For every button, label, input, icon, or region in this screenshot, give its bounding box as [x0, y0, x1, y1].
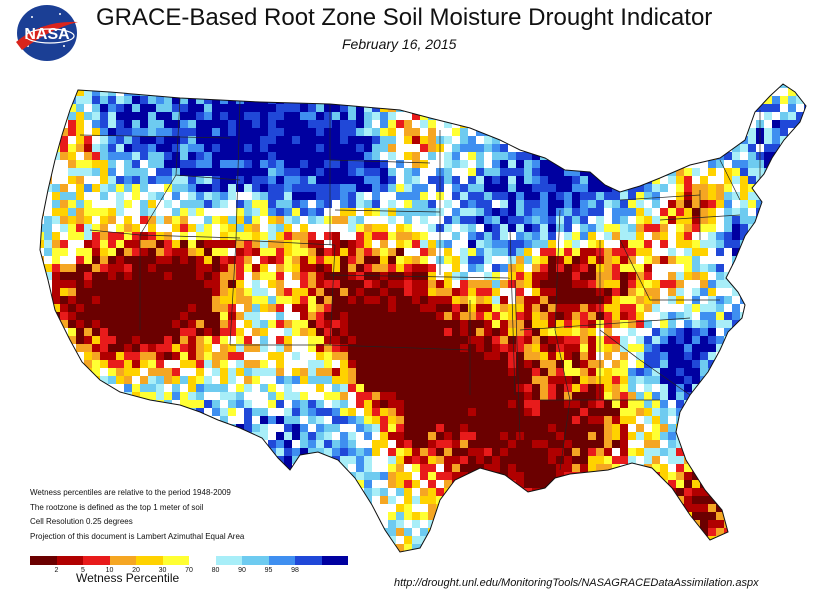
legend-tick-label: 2	[54, 567, 59, 574]
legend-swatch	[109, 556, 136, 565]
legend-color-bar	[30, 556, 348, 565]
legend: 2 5 10 20 30 70 80 90 95 98	[30, 556, 348, 577]
legend-swatch	[268, 556, 295, 565]
legend-swatch	[83, 556, 110, 565]
legend-swatch	[56, 556, 83, 565]
note-rootzone: The rootzone is defined as the top 1 met…	[30, 502, 204, 512]
legend-swatch	[136, 556, 163, 565]
nasa-logo: NASA	[12, 2, 82, 64]
legend-swatch	[30, 556, 57, 565]
legend-swatch	[242, 556, 269, 565]
note-period: Wetness percentiles are relative to the …	[30, 488, 231, 497]
legend-swatch	[162, 556, 189, 565]
note-resolution: Cell Resolution 0.25 degrees	[30, 517, 133, 526]
legend-tick-label: 70	[185, 567, 193, 574]
map-date: February 16, 2015	[342, 36, 457, 52]
legend-tick-label: 90	[238, 567, 246, 574]
legend-tick-label: 5	[81, 567, 85, 574]
source-url: http://drought.unl.edu/MonitoringTools/N…	[394, 577, 759, 589]
map-notes: Wetness percentiles are relative to the …	[30, 486, 244, 544]
legend-title: Wetness Percentile	[76, 571, 180, 585]
legend-tick-label: 95	[264, 567, 273, 574]
nasa-logo-text: NASA	[24, 26, 70, 43]
legend-tick-label: 20	[132, 567, 140, 574]
legend-swatch	[321, 556, 348, 565]
legend-tick-label: 10	[105, 567, 114, 574]
legend-swatch	[295, 556, 322, 565]
legend-tick-label: 98	[291, 567, 299, 574]
map-title: GRACE-Based Root Zone Soil Moisture Drou…	[96, 4, 713, 31]
legend-tick-label: 80	[211, 567, 220, 574]
legend-tick-labels: 2 5 10 20 30 70 80 90 95 98	[30, 565, 348, 577]
legend-swatch	[189, 556, 216, 565]
legend-tick-label: 30	[158, 567, 167, 574]
note-projection: Projection of this document is Lambert A…	[30, 531, 245, 541]
legend-swatch	[215, 556, 242, 565]
